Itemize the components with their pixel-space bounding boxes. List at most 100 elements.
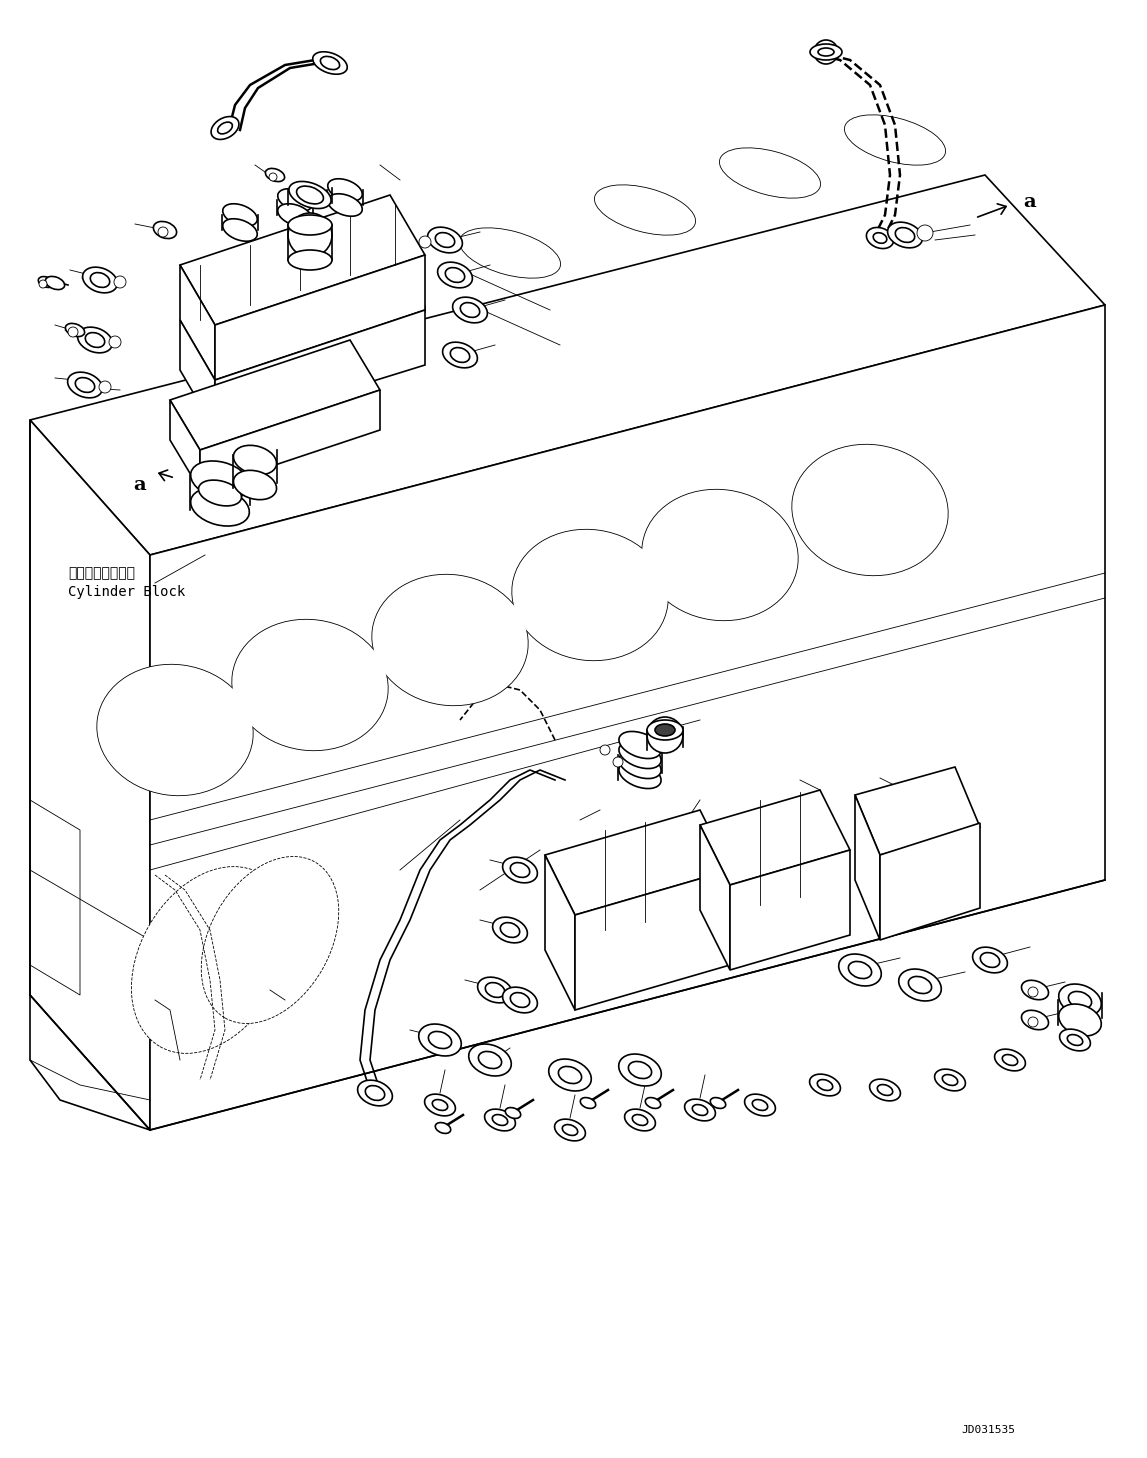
Ellipse shape xyxy=(46,277,64,290)
Ellipse shape xyxy=(793,445,947,576)
Ellipse shape xyxy=(65,324,85,337)
Ellipse shape xyxy=(1060,1029,1091,1051)
Ellipse shape xyxy=(580,1098,595,1108)
Ellipse shape xyxy=(484,1110,515,1131)
Ellipse shape xyxy=(453,297,487,322)
Ellipse shape xyxy=(642,490,798,620)
Ellipse shape xyxy=(1068,991,1092,1009)
Ellipse shape xyxy=(38,277,54,287)
Ellipse shape xyxy=(313,52,348,74)
Ellipse shape xyxy=(818,48,834,55)
Ellipse shape xyxy=(873,233,887,243)
Ellipse shape xyxy=(908,977,931,993)
Ellipse shape xyxy=(973,948,1007,972)
Circle shape xyxy=(158,227,167,238)
Ellipse shape xyxy=(373,574,528,706)
Ellipse shape xyxy=(619,742,661,768)
Circle shape xyxy=(1028,1018,1038,1026)
Ellipse shape xyxy=(234,445,276,475)
Ellipse shape xyxy=(325,273,426,324)
Circle shape xyxy=(814,39,838,64)
Ellipse shape xyxy=(424,1094,455,1115)
Ellipse shape xyxy=(844,115,945,165)
Ellipse shape xyxy=(506,1108,521,1118)
Ellipse shape xyxy=(234,471,276,500)
Ellipse shape xyxy=(443,343,477,367)
Ellipse shape xyxy=(619,761,661,789)
Circle shape xyxy=(288,213,331,257)
Text: シリンダブロック: シリンダブロック xyxy=(68,566,135,580)
Ellipse shape xyxy=(647,720,682,741)
Polygon shape xyxy=(170,340,380,451)
Ellipse shape xyxy=(935,1069,966,1091)
Ellipse shape xyxy=(232,620,388,751)
Ellipse shape xyxy=(646,1098,661,1108)
Polygon shape xyxy=(545,854,575,1010)
Polygon shape xyxy=(729,850,850,970)
Text: JD031535: JD031535 xyxy=(961,1424,1015,1435)
Polygon shape xyxy=(170,399,200,490)
Ellipse shape xyxy=(469,1044,512,1076)
Ellipse shape xyxy=(869,1079,900,1101)
Ellipse shape xyxy=(513,529,668,660)
Ellipse shape xyxy=(428,227,462,252)
Polygon shape xyxy=(545,811,729,916)
Ellipse shape xyxy=(655,725,674,736)
Ellipse shape xyxy=(632,1114,648,1126)
Ellipse shape xyxy=(1022,980,1048,1000)
Ellipse shape xyxy=(562,1124,578,1136)
Circle shape xyxy=(916,225,933,241)
Ellipse shape xyxy=(500,923,520,937)
Ellipse shape xyxy=(619,751,661,779)
Ellipse shape xyxy=(172,739,188,751)
Ellipse shape xyxy=(477,977,513,1003)
Ellipse shape xyxy=(1022,1010,1048,1029)
Ellipse shape xyxy=(752,1099,767,1111)
Polygon shape xyxy=(214,311,426,430)
Ellipse shape xyxy=(896,227,914,242)
Ellipse shape xyxy=(618,1054,662,1086)
Ellipse shape xyxy=(68,372,102,398)
Ellipse shape xyxy=(211,117,239,140)
Ellipse shape xyxy=(201,856,338,1024)
Circle shape xyxy=(612,757,623,767)
Ellipse shape xyxy=(619,732,661,758)
Ellipse shape xyxy=(432,1099,447,1111)
Ellipse shape xyxy=(297,187,323,204)
Ellipse shape xyxy=(365,1086,384,1101)
Ellipse shape xyxy=(1002,1054,1017,1066)
Ellipse shape xyxy=(289,181,331,208)
Ellipse shape xyxy=(358,1080,392,1105)
Ellipse shape xyxy=(492,917,528,943)
Ellipse shape xyxy=(1059,984,1101,1016)
Ellipse shape xyxy=(288,249,331,270)
Ellipse shape xyxy=(278,204,312,226)
Ellipse shape xyxy=(1059,1005,1101,1037)
Ellipse shape xyxy=(1068,1035,1083,1045)
Polygon shape xyxy=(855,767,980,854)
Ellipse shape xyxy=(97,665,252,795)
Ellipse shape xyxy=(513,529,668,660)
Ellipse shape xyxy=(460,227,561,278)
Ellipse shape xyxy=(307,694,323,706)
Ellipse shape xyxy=(78,327,112,353)
Ellipse shape xyxy=(445,268,465,283)
Ellipse shape xyxy=(447,649,463,660)
Ellipse shape xyxy=(478,1051,501,1069)
Ellipse shape xyxy=(594,185,695,235)
Polygon shape xyxy=(855,795,880,940)
Ellipse shape xyxy=(436,233,454,248)
Polygon shape xyxy=(150,305,1105,1130)
Ellipse shape xyxy=(265,169,284,182)
Ellipse shape xyxy=(328,179,362,201)
Ellipse shape xyxy=(693,1105,708,1115)
Ellipse shape xyxy=(744,1094,775,1115)
Ellipse shape xyxy=(943,1075,958,1085)
Ellipse shape xyxy=(91,273,110,287)
Ellipse shape xyxy=(810,44,842,60)
Ellipse shape xyxy=(328,194,362,216)
Text: Cylinder Block: Cylinder Block xyxy=(68,585,186,599)
Circle shape xyxy=(68,327,78,337)
Polygon shape xyxy=(880,822,980,940)
Polygon shape xyxy=(180,319,214,430)
